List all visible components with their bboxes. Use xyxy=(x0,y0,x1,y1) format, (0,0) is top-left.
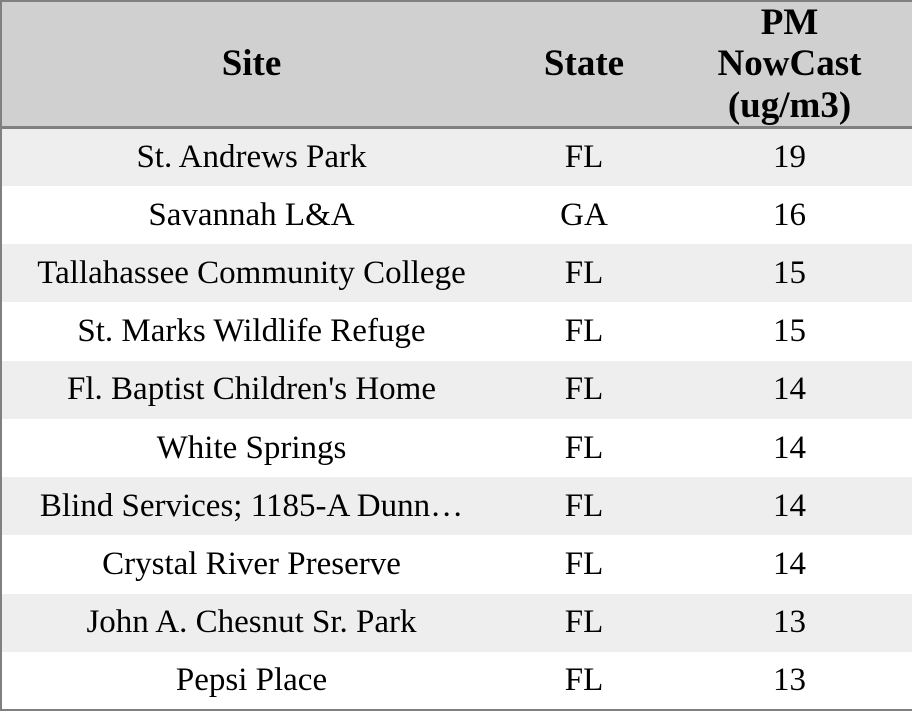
pm-nowcast-cell: 14 xyxy=(773,429,806,466)
site-cell: Crystal River Preserve xyxy=(102,545,401,582)
column-header-pm-nowcast: PM NowCast (ug/m3) xyxy=(667,1,912,130)
site-cell: St. Marks Wildlife Refuge xyxy=(77,313,426,350)
site-cell: Tallahassee Community College xyxy=(37,254,466,291)
table-row: Pepsi Place FL 13 xyxy=(1,652,912,710)
site-cell: Savannah L&A xyxy=(148,196,355,233)
pm-nowcast-cell: 14 xyxy=(773,545,806,582)
pm-nowcast-cell: 16 xyxy=(773,196,806,233)
pm-nowcast-cell: 13 xyxy=(773,604,806,641)
state-cell: GA xyxy=(560,196,608,233)
site-cell: John A. Chesnut Sr. Park xyxy=(86,604,417,641)
column-header-state: State xyxy=(501,1,667,130)
state-cell: FL xyxy=(564,487,604,524)
state-cell: FL xyxy=(564,139,604,176)
table-row: Fl. Baptist Children's Home FL 14 xyxy=(1,360,912,419)
table-row: Tallahassee Community College FL 15 xyxy=(1,244,912,303)
table-row: St. Andrews Park FL 19 xyxy=(1,127,912,187)
table-row: Savannah L&A GA 16 xyxy=(1,186,912,244)
table-row: Crystal River Preserve FL 14 xyxy=(1,535,912,593)
state-cell: FL xyxy=(564,429,604,466)
pm-nowcast-cell: 15 xyxy=(773,254,806,291)
site-cell: St. Andrews Park xyxy=(136,139,367,176)
column-header-site: Site xyxy=(1,1,501,130)
state-cell: FL xyxy=(564,661,604,698)
site-cell: Blind Services; 1185-A Dunn… xyxy=(39,487,464,524)
site-cell: Pepsi Place xyxy=(175,661,328,698)
state-cell: FL xyxy=(564,313,604,350)
state-cell: FL xyxy=(564,604,604,641)
pm-nowcast-cell: 13 xyxy=(773,661,806,698)
header-row: Site State PM NowCast (ug/m3) xyxy=(1,1,912,130)
pm-nowcast-cell: 19 xyxy=(773,139,806,176)
state-cell: FL xyxy=(564,545,604,582)
table-row: John A. Chesnut Sr. Park FL 13 xyxy=(1,593,912,652)
table-row: St. Marks Wildlife Refuge FL 15 xyxy=(1,302,912,360)
pm-nowcast-cell: 15 xyxy=(773,313,806,350)
site-cell: White Springs xyxy=(156,429,347,466)
table-row: White Springs FL 14 xyxy=(1,419,912,477)
pm-nowcast-cell: 14 xyxy=(773,487,806,524)
pm-nowcast-cell: 14 xyxy=(773,371,806,408)
state-cell: FL xyxy=(564,371,604,408)
state-cell: FL xyxy=(564,254,604,291)
site-cell: Fl. Baptist Children's Home xyxy=(67,371,436,408)
table-row: Blind Services; 1185-A Dunn… FL 14 xyxy=(1,477,912,536)
